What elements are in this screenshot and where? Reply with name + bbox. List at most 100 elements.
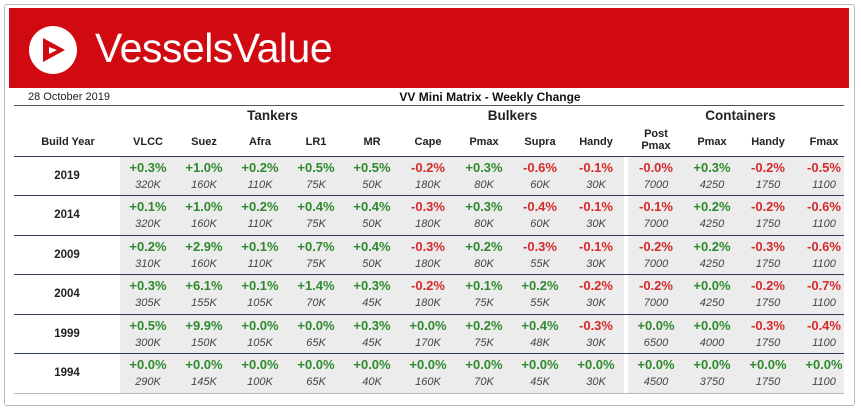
weekly-change-cell: +0.4% [297,199,335,215]
weekly-change-cell: -0.4% [807,317,841,333]
weekly-change-cell: +0.2% [521,278,559,294]
vessel-size-cell: 180K [415,218,441,231]
weekly-change-cell: +0.1% [129,199,167,215]
weekly-change-cell: -0.2% [639,238,673,254]
vessel-size-cell: 50K [362,218,382,231]
column-header: Suez [191,136,217,148]
vessel-size-cell: 1100 [812,336,836,349]
weekly-change-cell: +0.0% [577,357,615,372]
weekly-change-cell: +0.0% [409,317,447,333]
vessel-size-cell: 65K [306,376,326,388]
vessel-size-cell: 305K [135,297,161,310]
vessel-size-cell: 4250 [699,297,725,310]
vessel-size-cell: 170K [415,336,441,349]
column-header: Pmax [469,136,499,148]
row-divider [14,274,844,276]
weekly-change-cell: +0.0% [241,317,279,333]
weekly-change-cell: +0.4% [353,199,391,215]
vessel-size-cell: 4500 [643,376,669,388]
vessel-size-cell: 1100 [812,297,836,310]
weekly-change-cell: -0.2% [751,278,785,294]
weekly-change-cell: +0.0% [805,357,843,372]
vessel-size-cell: 3750 [699,376,725,388]
column-header: Post Pmax [641,128,671,152]
vessel-size-cell: 75K [306,218,326,231]
weekly-change-cell: +0.1% [465,278,503,294]
weekly-change-cell: +0.2% [129,238,167,254]
weekly-change-cell: +1.0% [185,199,223,215]
vessel-size-cell: 320K [135,179,161,191]
vessel-size-cell: 60K [530,179,550,191]
weekly-change-cell: -0.1% [579,238,613,254]
build-year-cell: 2004 [54,288,80,301]
weekly-change-cell: +0.0% [637,317,675,333]
vessel-size-cell: 110K [247,218,273,231]
vessel-size-cell: 30K [586,179,606,191]
group-tankers: Tankers [247,108,298,123]
weekly-change-cell: -0.3% [751,317,785,333]
vessel-size-cell: 1750 [755,257,781,270]
weekly-change-cell: +0.5% [129,317,167,333]
vessel-size-cell: 30K [586,297,606,310]
weekly-change-cell: +0.0% [693,357,731,372]
weekly-change-cell: -0.1% [579,160,613,175]
weekly-change-cell: -0.0% [639,160,673,175]
vessel-size-cell: 80K [474,179,494,191]
weekly-change-cell: -0.4% [523,199,557,215]
vessel-size-cell: 1100 [812,179,836,191]
weekly-change-cell: -0.2% [579,278,613,294]
vessel-size-cell: 40K [362,376,382,388]
vessel-size-cell: 105K [247,297,273,310]
vessel-size-cell: 7000 [643,179,669,191]
weekly-change-cell: +0.0% [297,317,335,333]
weekly-change-cell: -0.6% [807,199,841,215]
vessel-size-cell: 80K [474,218,494,231]
vessel-size-cell: 7000 [643,297,669,310]
weekly-change-cell: +0.4% [521,317,559,333]
vessel-size-cell: 160K [191,257,217,270]
vessel-size-cell: 4250 [699,257,725,270]
build-year-cell: 1999 [54,327,80,340]
brand-banner: VesselsValue [9,8,849,88]
vessel-size-cell: 1100 [812,376,836,388]
title-divider [14,105,844,106]
vessel-size-cell: 320K [135,218,161,231]
weekly-change-cell: +0.0% [353,357,391,372]
weekly-change-cell: +0.0% [521,357,559,372]
weekly-change-cell: -0.2% [751,199,785,215]
weekly-change-cell: +0.0% [693,278,731,294]
vessel-size-cell: 45K [362,336,382,349]
vessel-size-cell: 100K [247,376,273,388]
weekly-change-cell: +0.3% [129,278,167,294]
build-year-cell: 1994 [54,367,80,379]
vessel-size-cell: 30K [586,376,606,388]
vessel-size-cell: 4000 [699,336,725,349]
row-divider [14,393,844,395]
weekly-change-cell: -0.6% [523,160,557,175]
vessel-size-cell: 150K [191,336,217,349]
vessel-size-cell: 75K [306,179,326,191]
vessel-size-cell: 4250 [699,218,725,231]
weekly-change-cell: +0.1% [241,238,279,254]
column-header: LR1 [305,136,327,148]
weekly-change-cell: +0.4% [353,238,391,254]
vessel-size-cell: 105K [247,336,273,349]
weekly-change-cell: -0.3% [411,238,445,254]
vessel-size-cell: 70K [306,297,326,310]
vessel-size-cell: 160K [415,376,441,388]
vessel-size-cell: 160K [191,218,217,231]
weekly-change-cell: -0.2% [639,278,673,294]
weekly-change-cell: -0.3% [751,238,785,254]
vessel-size-cell: 75K [306,257,326,270]
vessel-size-cell: 180K [415,179,441,191]
vessel-size-cell: 30K [586,257,606,270]
vessel-size-cell: 80K [474,257,494,270]
weekly-change-cell: +0.3% [353,278,391,294]
weekly-change-cell: +0.2% [465,317,503,333]
vessel-size-cell: 60K [530,218,550,231]
weekly-change-cell: +1.0% [185,160,223,175]
weekly-change-cell: -0.6% [807,238,841,254]
weekly-change-cell: +0.0% [637,357,675,372]
weekly-change-cell: +0.3% [353,317,391,333]
weekly-change-cell: +0.5% [353,160,391,175]
